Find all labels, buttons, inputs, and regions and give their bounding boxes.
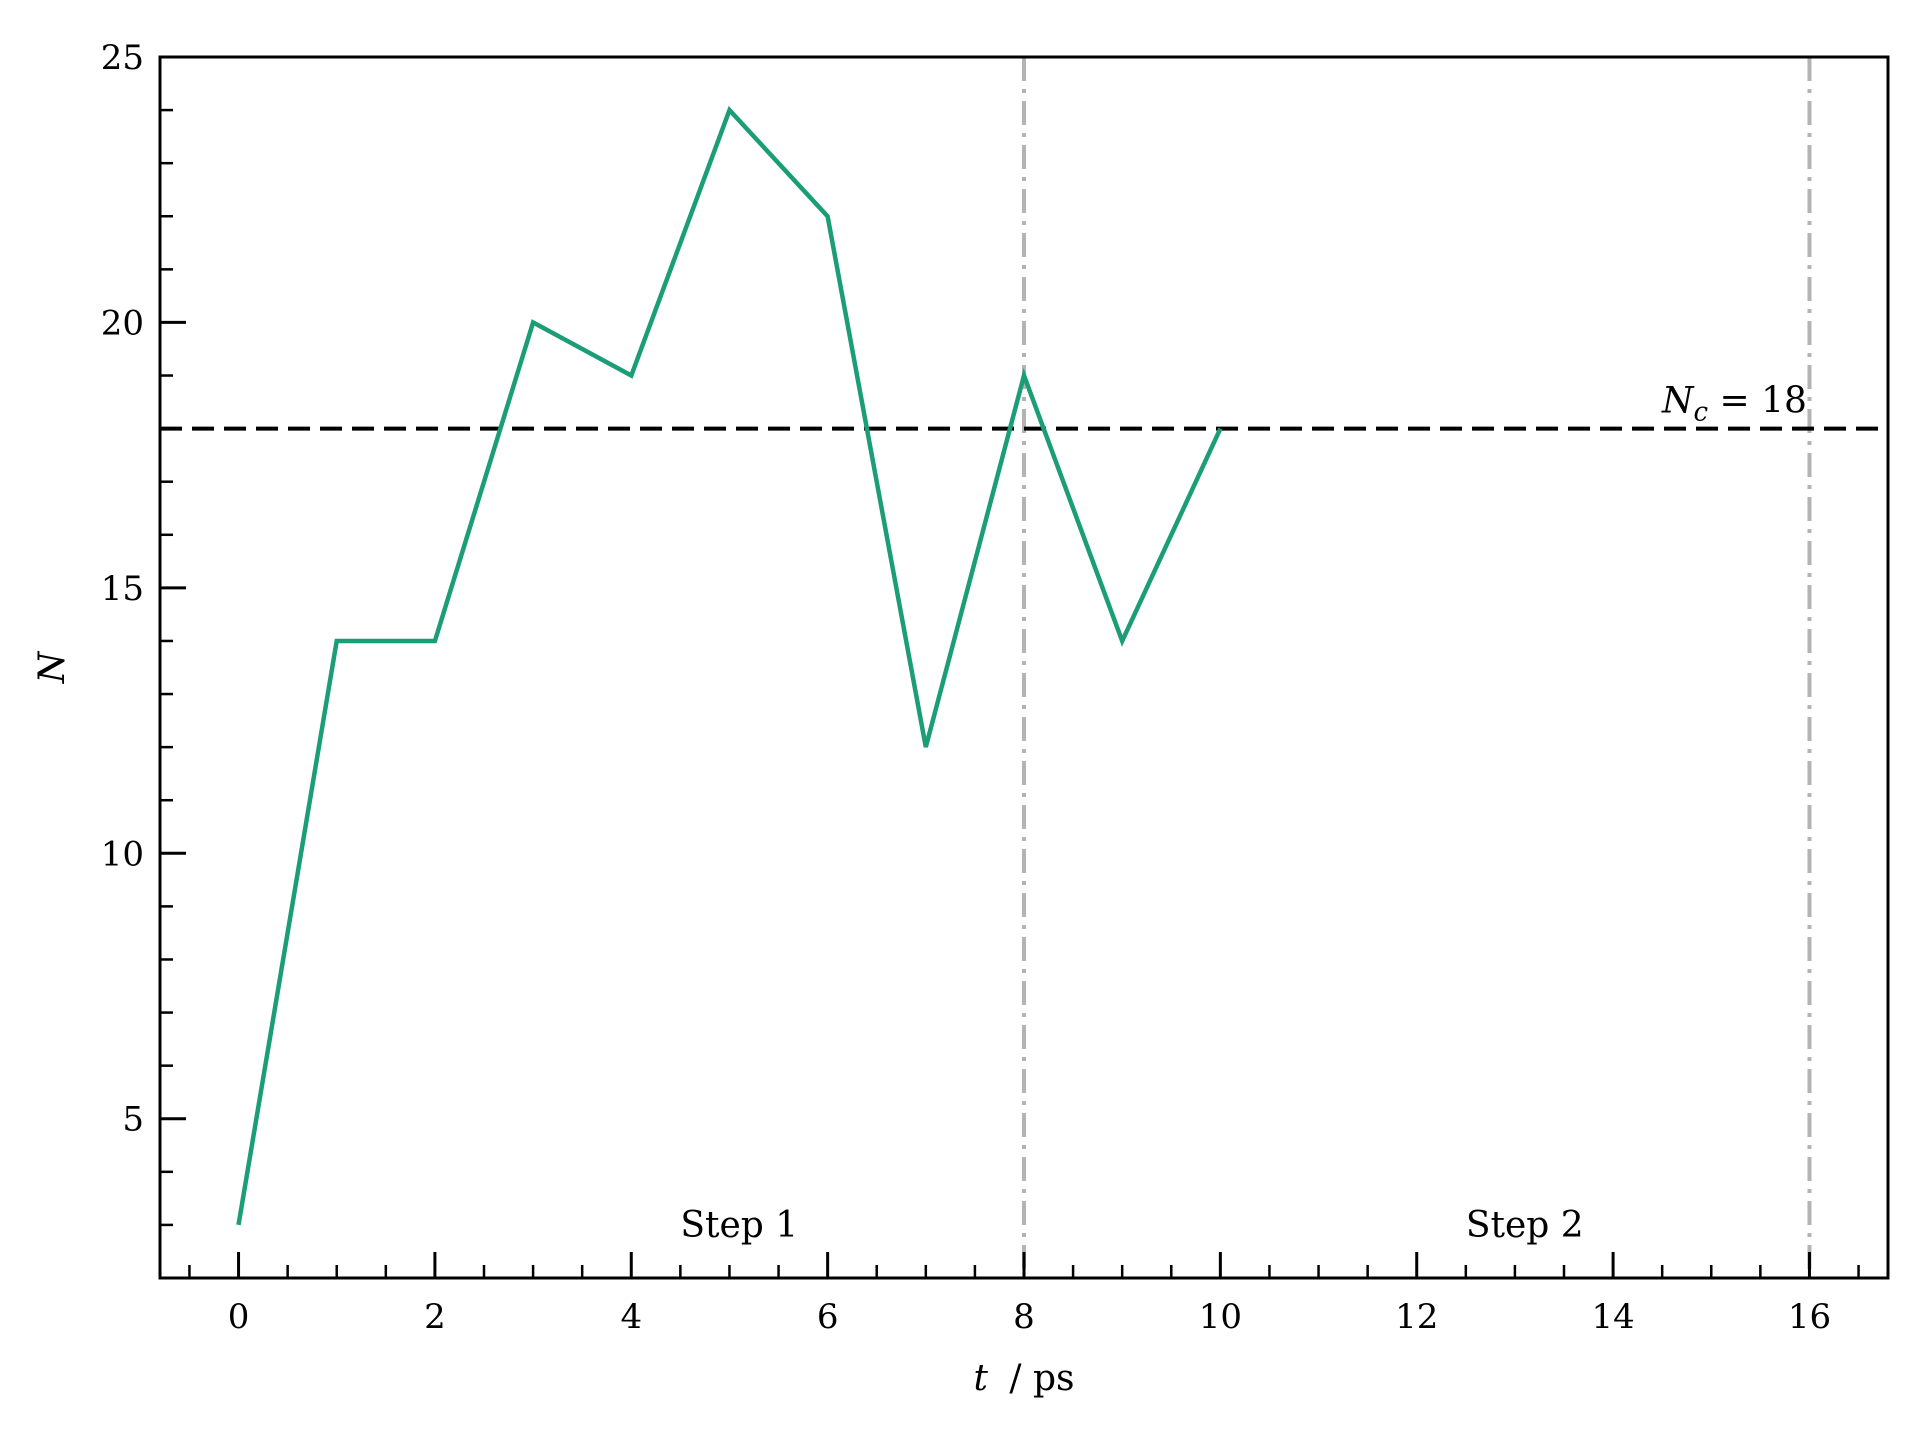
x-axis-ticks: 0 2 4 6 8 10 12 14 16 <box>188 1252 1860 1337</box>
y-tick-label: 15 <box>101 569 144 609</box>
x-axis-label: t / ps <box>973 1358 1074 1399</box>
annotation-step-2: Step 2 <box>1466 1205 1584 1246</box>
x-tick-label: 12 <box>1395 1297 1438 1337</box>
y-axis-ticks: 5 10 15 20 25 <box>101 38 186 1280</box>
series-group <box>236 105 1223 1226</box>
x-tick-label: 6 <box>817 1297 839 1337</box>
step-boundary-lines <box>1022 57 1812 1278</box>
x-tick-label: 2 <box>424 1297 446 1337</box>
y-tick-label: 20 <box>101 303 144 343</box>
threshold-label: Nc = 18 <box>1661 381 1807 428</box>
x-tick-label: 0 <box>228 1297 250 1337</box>
x-tick-label: 4 <box>620 1297 642 1337</box>
x-axis-label-unit: / ps <box>1009 1358 1074 1399</box>
plot-frame <box>158 55 1890 1280</box>
threshold-label-var: N <box>1661 381 1695 422</box>
y-tick-label: 10 <box>101 834 144 874</box>
x-axis-label-var: t <box>973 1358 988 1399</box>
x-tick-label: 14 <box>1591 1297 1634 1337</box>
annotation-group: Step 1 Step 2 <box>680 1205 1583 1246</box>
y-tick-label: 25 <box>101 38 144 78</box>
x-tick-label: 16 <box>1788 1297 1831 1337</box>
threshold-group: Nc = 18 <box>160 381 1888 431</box>
series-line-0 <box>236 105 1223 1226</box>
x-tick-label: 10 <box>1199 1297 1242 1337</box>
y-tick-label: 5 <box>122 1100 144 1140</box>
threshold-label-sub: c <box>1694 398 1709 428</box>
annotation-step-1: Step 1 <box>680 1205 798 1246</box>
x-tick-label: 8 <box>1013 1297 1035 1337</box>
threshold-label-value: = 18 <box>1708 381 1807 422</box>
y-axis-label: N <box>32 650 73 684</box>
